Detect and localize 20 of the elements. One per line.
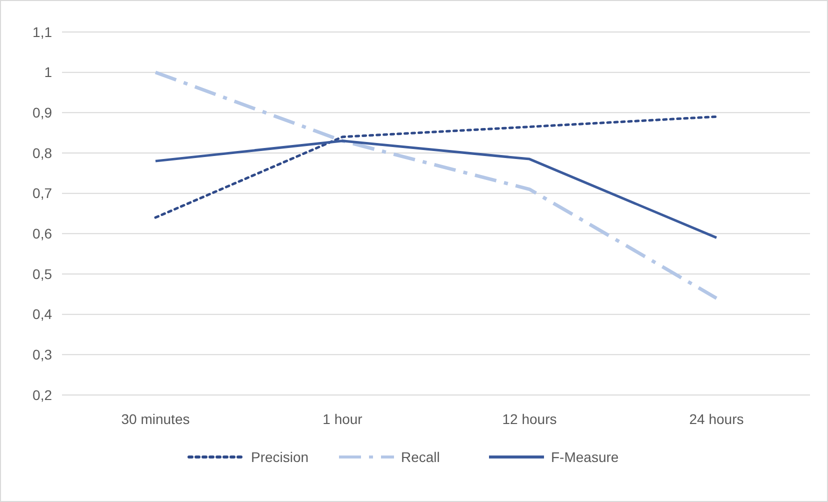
y-tick-label: 0,7	[32, 185, 52, 202]
x-tick-label: 1 hour	[322, 411, 363, 427]
x-tick-label: 24 hours	[689, 411, 744, 427]
x-tick-label: 12 hours	[502, 411, 557, 427]
y-tick-label: 0,4	[32, 306, 52, 322]
legend-label: Recall	[401, 448, 440, 465]
line-series	[154, 140, 718, 239]
y-tick-label: 0,2	[32, 386, 52, 403]
line-series	[154, 115, 718, 219]
y-tick-label: 0,3	[32, 346, 52, 363]
y-tick-label: 0,8	[32, 144, 52, 161]
legend-label: F-Measure	[551, 448, 619, 465]
y-tick-label: 1,1	[32, 24, 52, 40]
line-series	[154, 70, 718, 300]
y-tick-label: 1	[44, 64, 52, 80]
x-tick-label: 30 minutes	[121, 411, 190, 427]
legend-label: Precision	[251, 448, 309, 465]
y-tick-label: 0,5	[32, 266, 52, 282]
y-tick-label: 0,9	[32, 104, 52, 121]
y-tick-label: 0,6	[32, 226, 52, 242]
